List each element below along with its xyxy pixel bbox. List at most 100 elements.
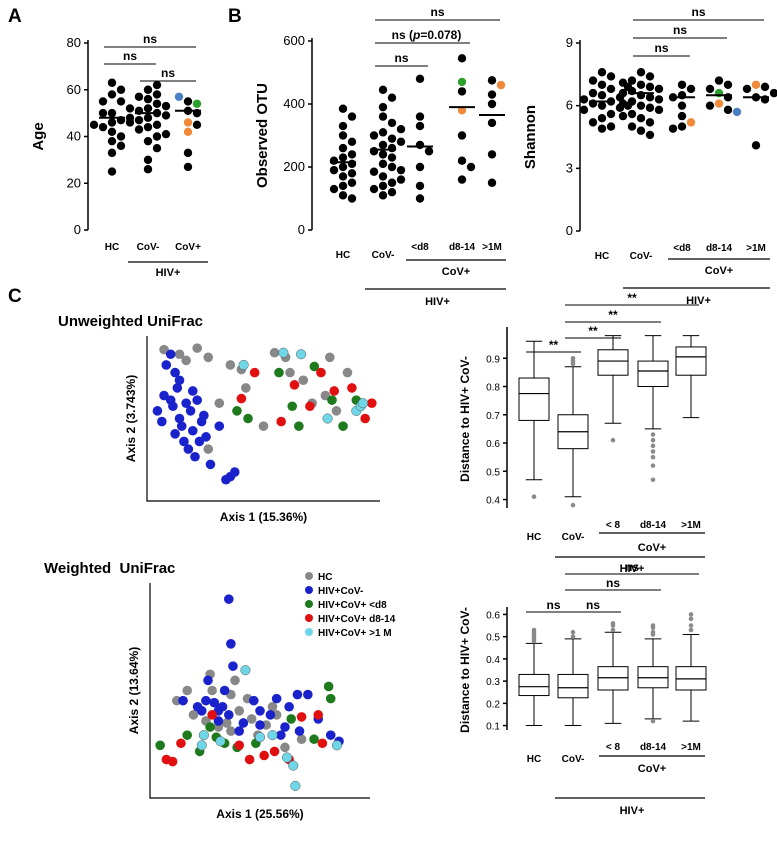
panel-c-weighted-point-hiv-cov- bbox=[234, 726, 244, 736]
panel-c-unweighted-point-hiv-cov-d8-14 bbox=[360, 413, 370, 424]
panel-a-data-point bbox=[143, 122, 153, 132]
panel-a-data-point bbox=[98, 108, 108, 118]
panel-a-data-point bbox=[116, 141, 126, 151]
panel-b-otu-y-tick-label: 0 bbox=[298, 222, 305, 237]
panel-b-otu-data-point bbox=[369, 131, 379, 140]
panel-a-data-point bbox=[152, 90, 162, 99]
panel-c-weighted-point-hiv-cov-1-m bbox=[196, 740, 207, 751]
panel-b-shannon-data-point bbox=[606, 122, 616, 131]
panel-c-weighted-point-hiv-cov-d8 bbox=[182, 730, 192, 740]
panel-a-y-axis-label: Age bbox=[30, 122, 47, 150]
panel-b-otu-data-point bbox=[396, 165, 406, 175]
panel-a-data-point bbox=[152, 120, 162, 130]
panel-b-shannon-data-point bbox=[686, 118, 696, 127]
panel-a-data-point bbox=[134, 115, 144, 125]
panel-c-unweighted-point-hiv-cov-d8-14 bbox=[289, 380, 300, 390]
panel-b-shannon-comparison-label: ns bbox=[654, 41, 668, 55]
panel-b-shannon-data-point bbox=[606, 109, 616, 119]
panel-c-weighted-box-outlier bbox=[688, 612, 694, 617]
panel-c-weighted-box-x-tick-label: d8-14 bbox=[640, 742, 667, 753]
panel-c-unweighted-box-y-axis-label: Distance to HIV+ CoV- bbox=[458, 356, 472, 482]
panel-c-unweighted-point-hiv-cov-d8 bbox=[309, 361, 320, 372]
panel-c-unweighted-box-y-tick-label: 0.5 bbox=[486, 467, 500, 478]
panel-b-otu-data-point bbox=[338, 121, 348, 131]
panel-b-otu-data-point bbox=[338, 162, 348, 172]
panel-b-otu-data-point bbox=[387, 153, 397, 162]
panel-b-otu-cov-label: CoV+ bbox=[442, 266, 470, 278]
panel-c-weighted-point-hiv-cov- bbox=[213, 716, 224, 726]
panel-c-unweighted-box-hiv-label: HIV+ bbox=[620, 563, 645, 575]
panel-b-shannon-data-point bbox=[597, 114, 607, 123]
panel-c-weighted-box-outlier bbox=[650, 623, 656, 628]
panel-c-weighted-point-hiv-cov-d8-14 bbox=[296, 712, 307, 722]
panel-b-shannon-data-point bbox=[636, 126, 646, 135]
panel-b-otu-data-point bbox=[378, 150, 388, 159]
panel-c-unweighted-point-hc bbox=[331, 406, 342, 416]
panel-c-weighted-point-hc bbox=[246, 714, 257, 724]
panel-c-unweighted-point-hiv-cov-1-m bbox=[278, 347, 289, 358]
panel-c-weighted-box-outlier bbox=[650, 629, 656, 635]
panel-c-unweighted-box-x-tick-label: d8-14 bbox=[640, 520, 667, 531]
panel-c-unweighted-point-hiv-cov-1-m bbox=[357, 398, 369, 409]
panel-b-shannon-data-point bbox=[705, 101, 715, 110]
legend-marker bbox=[305, 628, 313, 636]
panel-b-otu-y-tick-label: 400 bbox=[283, 96, 305, 111]
panel-b-shannon-data-point bbox=[654, 95, 664, 104]
panel-c-unweighted-box-box bbox=[637, 360, 669, 388]
panel-c-weighted-point-hc bbox=[207, 685, 217, 696]
panel-a-data-point bbox=[143, 85, 153, 94]
panel-c-weighted-box-cov-label: CoV+ bbox=[638, 763, 666, 775]
panel-b-otu-data-point bbox=[487, 118, 497, 128]
panel-c-weighted-box-comparison-label: ns bbox=[606, 576, 620, 590]
panel-b-shannon-y-tick-label: 3 bbox=[566, 160, 573, 175]
panel-b-otu-data-point bbox=[396, 137, 406, 146]
panel-c-weighted-point-hiv-cov- bbox=[248, 695, 259, 706]
panel-b-otu-data-point bbox=[338, 153, 348, 162]
panel-b-shannon-x-tick-label: >1M bbox=[746, 243, 766, 254]
panel-b-otu-data-point bbox=[329, 184, 339, 194]
panel-b-otu-data-point bbox=[487, 90, 497, 99]
panel-b-shannon-data-point bbox=[597, 80, 607, 89]
panel-b-otu-x-tick-label: CoV- bbox=[372, 250, 395, 261]
panel-c-unweighted-point-hiv-cov- bbox=[214, 421, 225, 431]
panel-c-weighted-box-comparison-label: ns bbox=[625, 560, 639, 574]
panel-b-otu-data-point bbox=[378, 172, 388, 181]
panel-c-unweighted-point-hiv-cov-1-m bbox=[238, 359, 249, 371]
panel-b-shannon-data-point bbox=[645, 93, 655, 102]
panel-c-weighted-point-hiv-cov- bbox=[228, 661, 238, 671]
panel-c-unweighted-point-hiv-cov- bbox=[190, 451, 200, 462]
panel-b-otu-data-point bbox=[378, 181, 388, 191]
panel-c-unweighted-point-hiv-cov- bbox=[205, 459, 216, 470]
panel-c-unweighted-point-hiv-cov-d8-14 bbox=[276, 416, 286, 427]
panel-c-unweighted-point-hiv-cov- bbox=[161, 360, 172, 370]
panel-c-weighted-point-hc bbox=[230, 675, 240, 686]
panel-c-weighted-axes bbox=[149, 583, 370, 799]
panel-c-weighted-box-box bbox=[557, 673, 589, 699]
panel-c-unweighted-point-hiv-cov- bbox=[174, 375, 185, 386]
panel-c-unweighted-point-hc bbox=[258, 421, 269, 431]
panel-b-shannon-data-point bbox=[618, 88, 628, 98]
panel-b-shannon-y-tick-label: 0 bbox=[566, 223, 573, 238]
panel-b-shannon-data-point bbox=[645, 82, 655, 92]
panel-c-unweighted-point-hiv-cov- bbox=[187, 425, 198, 436]
panel-c-unweighted-point-hiv-cov-1-m bbox=[296, 349, 307, 360]
panel-b-otu-data-point bbox=[378, 112, 388, 121]
panel-c-unweighted-point-hiv-cov- bbox=[165, 349, 176, 360]
panel-a-data-point bbox=[174, 92, 184, 101]
panel-c-weighted-point-hiv-cov-1-m bbox=[254, 732, 266, 743]
panel-c-weighted-point-hiv-cov-d8-14 bbox=[244, 754, 255, 765]
panel-c-unweighted-box-cov-label: CoV+ bbox=[638, 542, 666, 554]
panel-c-weighted-point-hiv-cov-1-m bbox=[198, 730, 209, 741]
panel-c-weighted-point-hiv-cov- bbox=[209, 697, 220, 708]
panel-b-otu-data-point bbox=[396, 125, 406, 134]
panel-c-unweighted-point-hiv-cov- bbox=[174, 413, 185, 424]
panel-c-weighted-box-y-axis-label: Distance to HIV+ CoV- bbox=[458, 607, 472, 733]
legend-marker bbox=[305, 614, 313, 622]
panel-c-weighted-point-hiv-cov-1-m bbox=[215, 736, 226, 747]
panel-b-shannon-data-point bbox=[627, 76, 637, 85]
panel-a-data-point bbox=[152, 132, 162, 141]
panel-b-shannon-data-point bbox=[723, 80, 733, 89]
panel-a-data-point bbox=[161, 101, 171, 111]
panel-b-otu-data-point bbox=[387, 162, 397, 172]
